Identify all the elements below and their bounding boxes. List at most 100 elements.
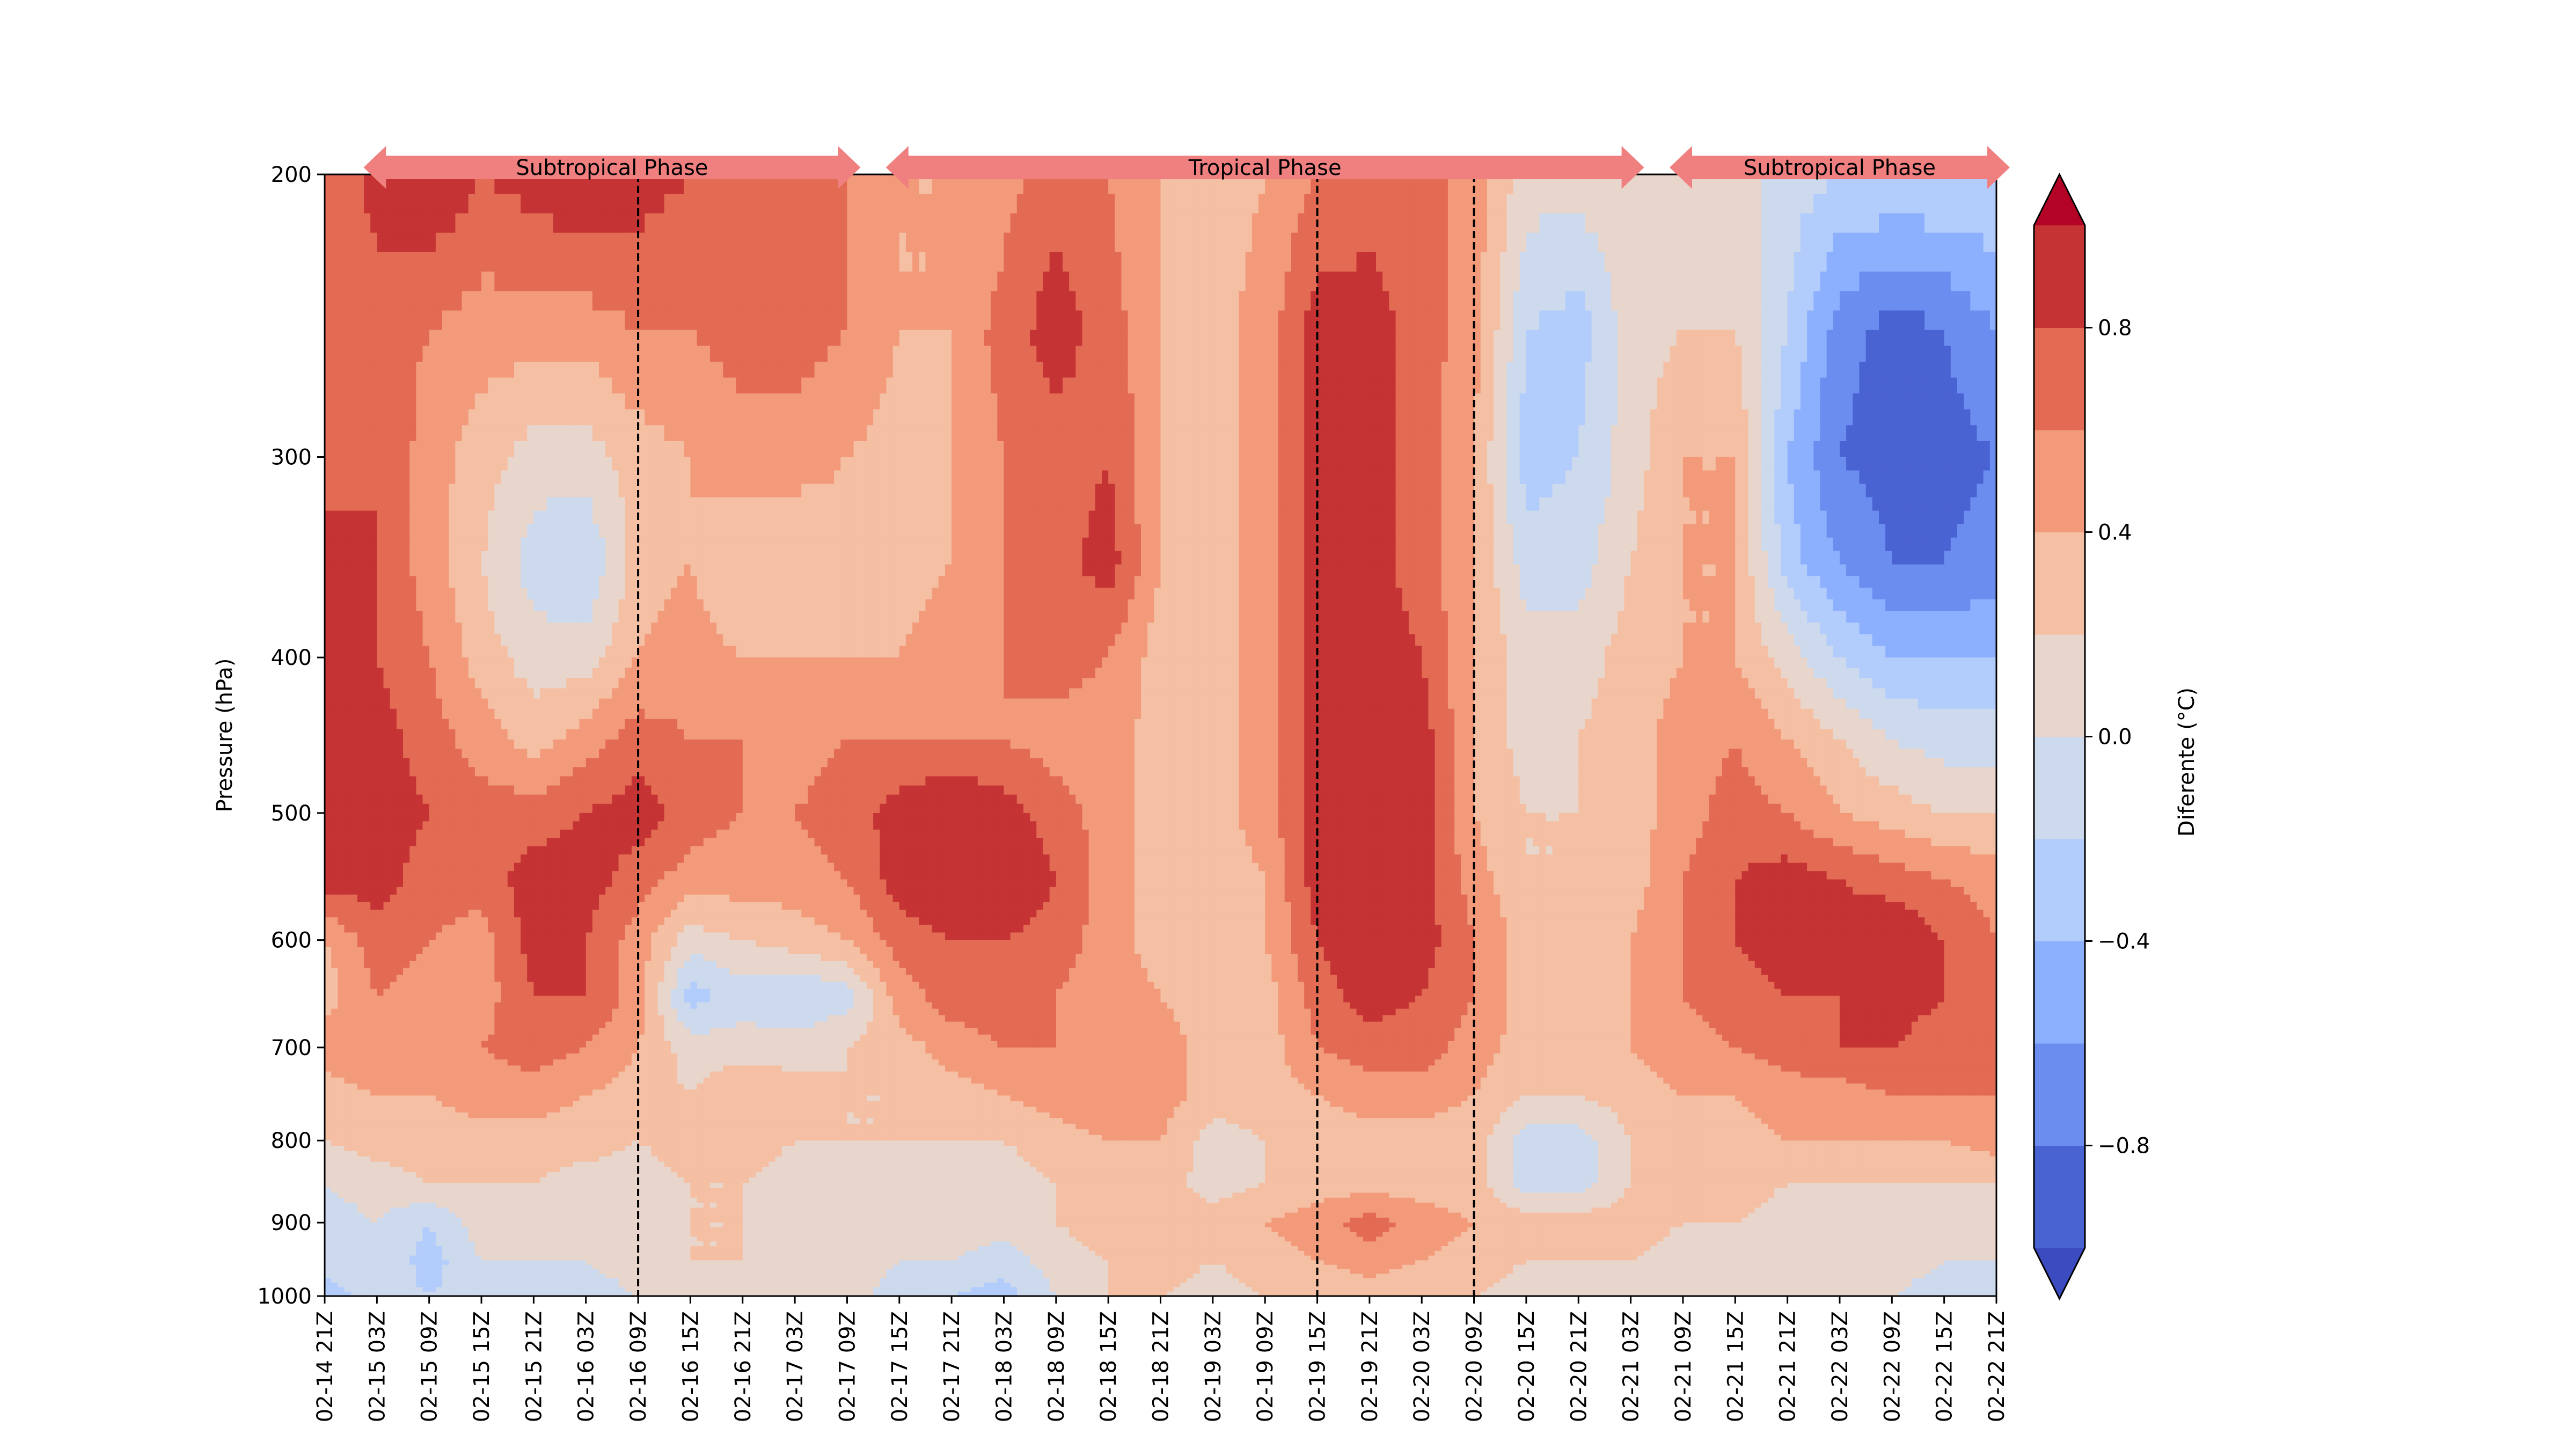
contour-cell <box>997 510 1005 525</box>
contour-cell <box>1931 213 1938 233</box>
contour-cell <box>521 551 528 565</box>
contour-cell <box>749 330 756 347</box>
contour-cell <box>984 310 991 331</box>
contour-cell <box>521 409 528 426</box>
contour-cell <box>1494 409 1501 426</box>
contour-cell <box>566 524 574 538</box>
contour-cell <box>1010 470 1018 485</box>
contour-cell <box>1415 310 1423 331</box>
contour-cell <box>1043 252 1050 272</box>
contour-cell <box>1284 252 1292 272</box>
contour-cell <box>860 393 867 410</box>
contour-cell <box>991 291 998 311</box>
contour-cell <box>1911 346 1919 362</box>
contour-cell <box>1350 330 1357 347</box>
contour-cell <box>762 213 770 233</box>
contour-cell <box>991 310 998 331</box>
contour-cell <box>1212 441 1220 458</box>
contour-cell <box>997 524 1005 538</box>
contour-cell <box>1911 232 1919 253</box>
contour-cell <box>1494 213 1501 233</box>
contour-cell <box>396 252 404 272</box>
contour-cell <box>1480 252 1488 272</box>
contour-cell <box>1741 425 1749 442</box>
contour-cell <box>775 510 782 525</box>
contour-cell <box>853 510 861 525</box>
contour-cell <box>1650 194 1658 214</box>
contour-cell <box>1774 425 1782 442</box>
contour-cell <box>795 510 802 525</box>
contour-cell <box>435 272 443 292</box>
contour-cell <box>1813 330 1821 347</box>
contour-cell <box>1578 330 1586 347</box>
contour-cell <box>1898 194 1906 214</box>
contour-cell <box>1519 310 1527 331</box>
contour-cell <box>781 524 789 538</box>
contour-cell <box>1768 393 1775 410</box>
contour-cell <box>905 346 913 362</box>
contour-cell <box>821 497 828 511</box>
contour-cell <box>905 510 913 525</box>
contour-cell <box>1781 346 1788 362</box>
contour-cell <box>449 497 456 511</box>
contour-cell <box>1147 291 1155 311</box>
contour-cell <box>860 497 867 511</box>
contour-cell <box>468 393 475 410</box>
contour-cell <box>716 425 724 442</box>
contour-cell <box>546 551 554 565</box>
contour-cell <box>560 425 567 442</box>
contour-cell <box>808 330 815 347</box>
contour-cell <box>462 377 469 394</box>
contour-cell <box>1585 441 1592 458</box>
contour-cell <box>1650 330 1658 347</box>
contour-cell <box>1441 194 1448 214</box>
contour-cell <box>1702 346 1710 362</box>
contour-cell <box>625 377 632 394</box>
contour-cell <box>612 194 619 214</box>
contour-cell <box>1931 194 1938 214</box>
contour-cell <box>527 346 535 362</box>
contour-cell <box>344 310 352 331</box>
contour-cell <box>364 393 371 410</box>
contour-cell <box>1722 425 1729 442</box>
contour-cell <box>1167 393 1174 410</box>
contour-cell <box>729 551 737 565</box>
contour-cell <box>1121 330 1129 347</box>
contour-cell <box>1030 291 1037 311</box>
contour-cell <box>1480 441 1488 458</box>
contour-cell <box>586 441 593 458</box>
contour-cell <box>1062 409 1070 426</box>
contour-cell <box>409 484 417 498</box>
contour-cell <box>971 174 978 195</box>
contour-cell <box>945 470 952 485</box>
contour-cell <box>357 441 364 458</box>
contour-cell <box>1330 425 1337 442</box>
contour-cell <box>1128 330 1135 347</box>
contour-cell <box>442 346 449 362</box>
contour-cell <box>1931 330 1938 347</box>
contour-cell <box>364 524 371 538</box>
contour-cell <box>651 272 658 292</box>
contour-cell <box>1147 252 1155 272</box>
contour-cell <box>1885 232 1893 253</box>
contour-cell <box>1030 174 1037 195</box>
contour-cell <box>507 252 515 272</box>
contour-cell <box>925 346 933 362</box>
contour-cell <box>370 484 378 498</box>
contour-cell <box>840 537 848 552</box>
contour-cell <box>1265 174 1272 195</box>
contour-cell <box>1748 174 1755 195</box>
contour-cell <box>1937 377 1945 394</box>
contour-cell <box>474 537 482 552</box>
contour-cell <box>370 232 378 253</box>
contour-cell <box>1957 272 1964 292</box>
contour-cell <box>1101 361 1109 378</box>
contour-cell <box>1676 409 1684 426</box>
contour-cell <box>468 441 475 458</box>
contour-cell <box>1859 174 1867 195</box>
contour-cell <box>1101 441 1109 458</box>
contour-cell <box>645 272 652 292</box>
contour-cell <box>821 393 828 410</box>
contour-cell <box>638 291 646 311</box>
contour-cell <box>971 551 978 565</box>
